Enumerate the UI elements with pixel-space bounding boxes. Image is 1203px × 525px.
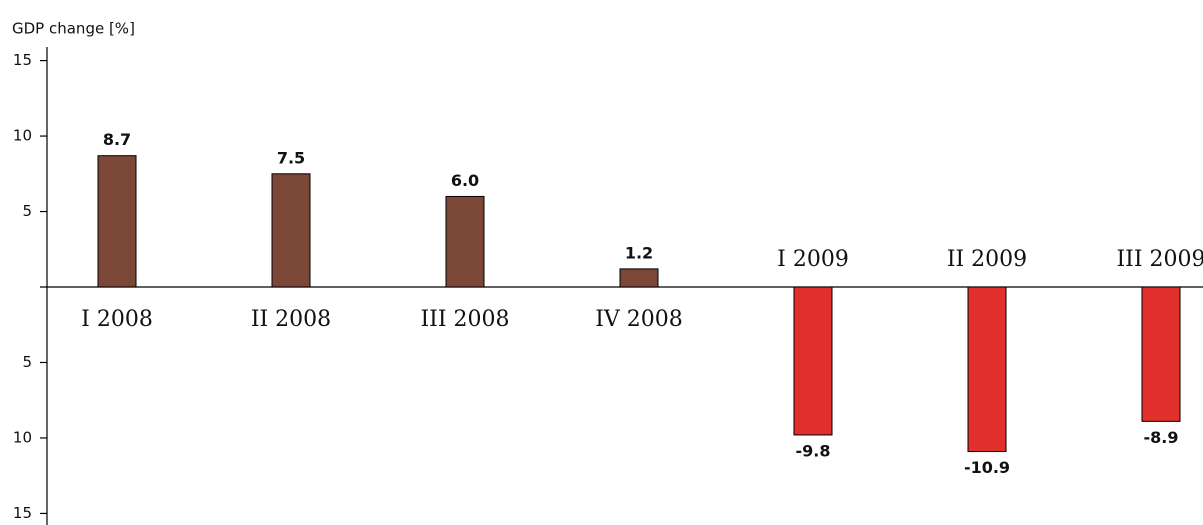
bar — [967, 286, 1007, 453]
x-tick-label: I 2009 — [777, 247, 849, 272]
y-tick-label: 10 — [13, 127, 32, 145]
x-tick-label: II 2008 — [251, 307, 331, 332]
bar — [619, 268, 659, 288]
bar — [793, 286, 833, 436]
bar — [97, 155, 137, 288]
x-tick-label: I 2008 — [81, 307, 153, 332]
value-label: 8.7 — [103, 130, 131, 149]
y-tick-label: 5 — [22, 202, 32, 220]
x-tick-label: II 2009 — [947, 247, 1027, 272]
value-label: -8.9 — [1144, 428, 1179, 447]
x-tick-label: IV 2008 — [595, 307, 683, 332]
y-tick-label: 10 — [13, 428, 32, 446]
bar — [445, 195, 485, 288]
value-label: 7.5 — [277, 148, 305, 167]
value-label: 1.2 — [625, 243, 653, 262]
bar — [271, 173, 311, 288]
y-axis-label: GDP change [%] — [12, 20, 135, 38]
x-tick-label: III 2008 — [420, 307, 509, 332]
y-tick-label: 15 — [13, 51, 32, 69]
value-label: -9.8 — [796, 441, 831, 460]
y-tick-label: 15 — [13, 504, 32, 522]
x-tick-label: III 2009 — [1116, 247, 1203, 272]
bar — [1141, 286, 1181, 422]
value-label: -10.9 — [964, 458, 1010, 477]
value-label: 6.0 — [451, 171, 479, 190]
y-tick-label: 5 — [22, 353, 32, 371]
